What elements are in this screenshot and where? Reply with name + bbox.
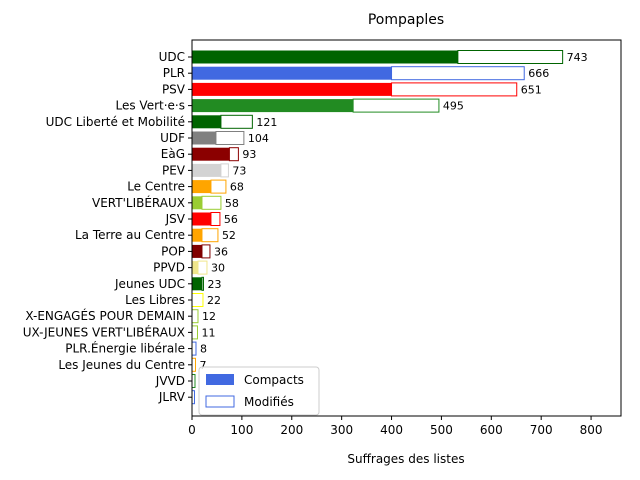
bar-compacts-udc	[192, 50, 458, 64]
y-tick-label-udc-liberte-et-mobilite: UDC Liberté et Mobilité	[46, 115, 185, 129]
bar-modifies-udc-liberte-et-mobilite	[220, 114, 253, 129]
y-tick-label-ux-jeunes-vert-liberaux: UX-JEUNES VERT'LIBÉRAUX	[23, 324, 185, 339]
data-label-ux-jeunes-vert-liberaux: 11	[201, 326, 215, 339]
x-tick-label-300: 300	[330, 423, 353, 437]
bar-modifies-les-libres	[191, 293, 204, 307]
bar-modifies-eag	[228, 147, 239, 162]
data-label-pop: 36	[214, 245, 228, 258]
bar-modifies-udc	[457, 50, 564, 64]
bar-modifies-les-vert-e-s	[352, 98, 440, 113]
bar-compacts-le-centre	[192, 180, 211, 194]
bar-compacts-udf	[192, 131, 216, 145]
x-tick-label-600: 600	[480, 423, 503, 437]
legend-label-compacts: Compacts	[244, 373, 304, 387]
bar-compacts-eag	[192, 147, 230, 161]
y-tick-label-la-terre-au-centre: La Terre au Centre	[75, 228, 185, 242]
y-tick-label-pev: PEV	[162, 163, 186, 177]
chart-title: Pompaples	[368, 12, 444, 28]
x-axis: 0 100 200 300 400 500 600 700 800	[188, 416, 603, 437]
bar-modifies-plr	[391, 66, 525, 81]
bar-compacts-pop	[192, 244, 202, 258]
y-tick-label-psv: PSV	[162, 82, 186, 96]
x-tick-label-700: 700	[530, 423, 553, 437]
data-label-jeunes-udc: 23	[207, 278, 221, 291]
y-tick-labels: UDC PLR PSV Les Vert·e·s UDC Liberté et Mobi…	[23, 50, 192, 404]
bar-modifies-udf	[215, 131, 245, 145]
legend: Compacts Modifiés	[198, 366, 320, 416]
bar-compacts-jsv	[192, 212, 211, 226]
legend-label-modifies: Modifiés	[244, 395, 294, 409]
y-tick-label-pop: POP	[161, 244, 185, 258]
bar-modifies-la-terre-au-centre	[201, 228, 219, 243]
data-label-les-vert-e-s: 495	[443, 100, 464, 113]
bar-modifies-pop	[201, 244, 211, 259]
y-tick-label-les-libres: Les Libres	[125, 293, 185, 307]
y-tick-label-ppvd: PPVD	[153, 261, 185, 275]
bar-compacts-vert-liberaux	[192, 196, 202, 210]
x-tick-label-200: 200	[280, 423, 303, 437]
bar-modifies-jeunes-udc	[201, 276, 204, 291]
bar-compacts-udc-liberte-et-mobilite	[192, 115, 221, 129]
bar-compacts-jeunes-udc	[192, 277, 202, 291]
bar-compacts-la-terre-au-centre	[192, 228, 202, 242]
x-tick-label-800: 800	[580, 423, 603, 437]
y-tick-label-x-engages-pour-demain: X-ENGAGÉS POUR DEMAIN	[25, 308, 185, 323]
y-tick-label-eag: EàG	[161, 147, 185, 161]
data-label-udf: 104	[248, 132, 269, 145]
data-label-plr: 666	[528, 67, 549, 80]
x-tick-label-100: 100	[230, 423, 253, 437]
bar-modifies-le-centre	[210, 179, 227, 194]
x-axis-title: Suffrages des listes	[347, 452, 464, 466]
data-label-plr-energie-liberale: 8	[200, 343, 207, 356]
y-tick-label-les-vert-e-s: Les Vert·e·s	[116, 99, 186, 113]
x-tick-label-0: 0	[188, 423, 196, 437]
data-label-le-centre: 68	[230, 181, 244, 194]
data-label-udc: 743	[567, 51, 588, 64]
bar-compacts-les-vert-e-s	[192, 99, 354, 113]
bar-modifies-les-jeunes-du-centre	[191, 357, 196, 372]
x-tick-label-500: 500	[430, 423, 453, 437]
bar-modifies-pev	[220, 163, 229, 178]
data-label-psv: 651	[521, 83, 542, 96]
data-label-la-terre-au-centre: 52	[222, 229, 236, 242]
bar-compacts-pev	[192, 163, 221, 177]
y-tick-label-plr: PLR	[163, 66, 185, 80]
legend-swatch-modifies	[205, 395, 235, 408]
bar-compacts-ppvd	[192, 261, 198, 275]
bar-modifies-jsv	[210, 212, 221, 226]
y-tick-label-vert-liberaux: VERT'LIBÉRAUX	[92, 195, 185, 210]
y-tick-label-les-jeunes-du-centre: Les Jeunes du Centre	[58, 358, 185, 372]
data-label-les-jeunes-du-centre: 7	[199, 359, 206, 372]
y-tick-label-jeunes-udc: Jeunes UDC	[114, 277, 185, 291]
y-tick-label-udf: UDF	[160, 131, 185, 145]
y-tick-label-udc: UDC	[159, 50, 185, 64]
bar-modifies-plr-energie-liberale	[191, 341, 197, 356]
data-label-x-engages-pour-demain: 12	[202, 310, 216, 323]
bar-modifies-ux-jeunes-vert-liberaux	[191, 325, 198, 340]
bars-group: 743 666 651 495 121 104 93 73 68 58 56 52 36 30 23 22 12…	[191, 50, 588, 405]
legend-swatch-compacts	[206, 374, 234, 385]
data-label-eag: 93	[242, 148, 256, 161]
x-tick-label-400: 400	[380, 423, 403, 437]
plot-frame	[191, 39, 622, 417]
data-label-jsv: 56	[224, 213, 238, 226]
y-tick-label-jvvd: JVVD	[155, 374, 185, 388]
bar-modifies-psv	[391, 82, 518, 97]
bar-compacts-plr	[192, 66, 392, 80]
bar-modifies-x-engages-pour-demain	[191, 309, 199, 324]
y-tick-label-jsv: JSV	[165, 212, 186, 226]
data-label-ppvd: 30	[211, 262, 225, 275]
data-label-les-libres: 22	[207, 294, 221, 307]
data-label-udc-liberte-et-mobilite: 121	[256, 116, 277, 129]
bar-modifies-ppvd	[197, 260, 208, 275]
bar-modifies-vert-liberaux	[201, 195, 222, 210]
y-tick-label-jlrv: JLRV	[158, 390, 186, 404]
bar-compacts-psv	[192, 82, 392, 96]
y-tick-label-plr-energie-liberale: PLR.Énergie libérale	[65, 341, 185, 356]
y-tick-label-le-centre: Le Centre	[127, 180, 185, 194]
data-label-pev: 73	[232, 164, 246, 177]
data-label-vert-liberaux: 58	[225, 197, 239, 210]
